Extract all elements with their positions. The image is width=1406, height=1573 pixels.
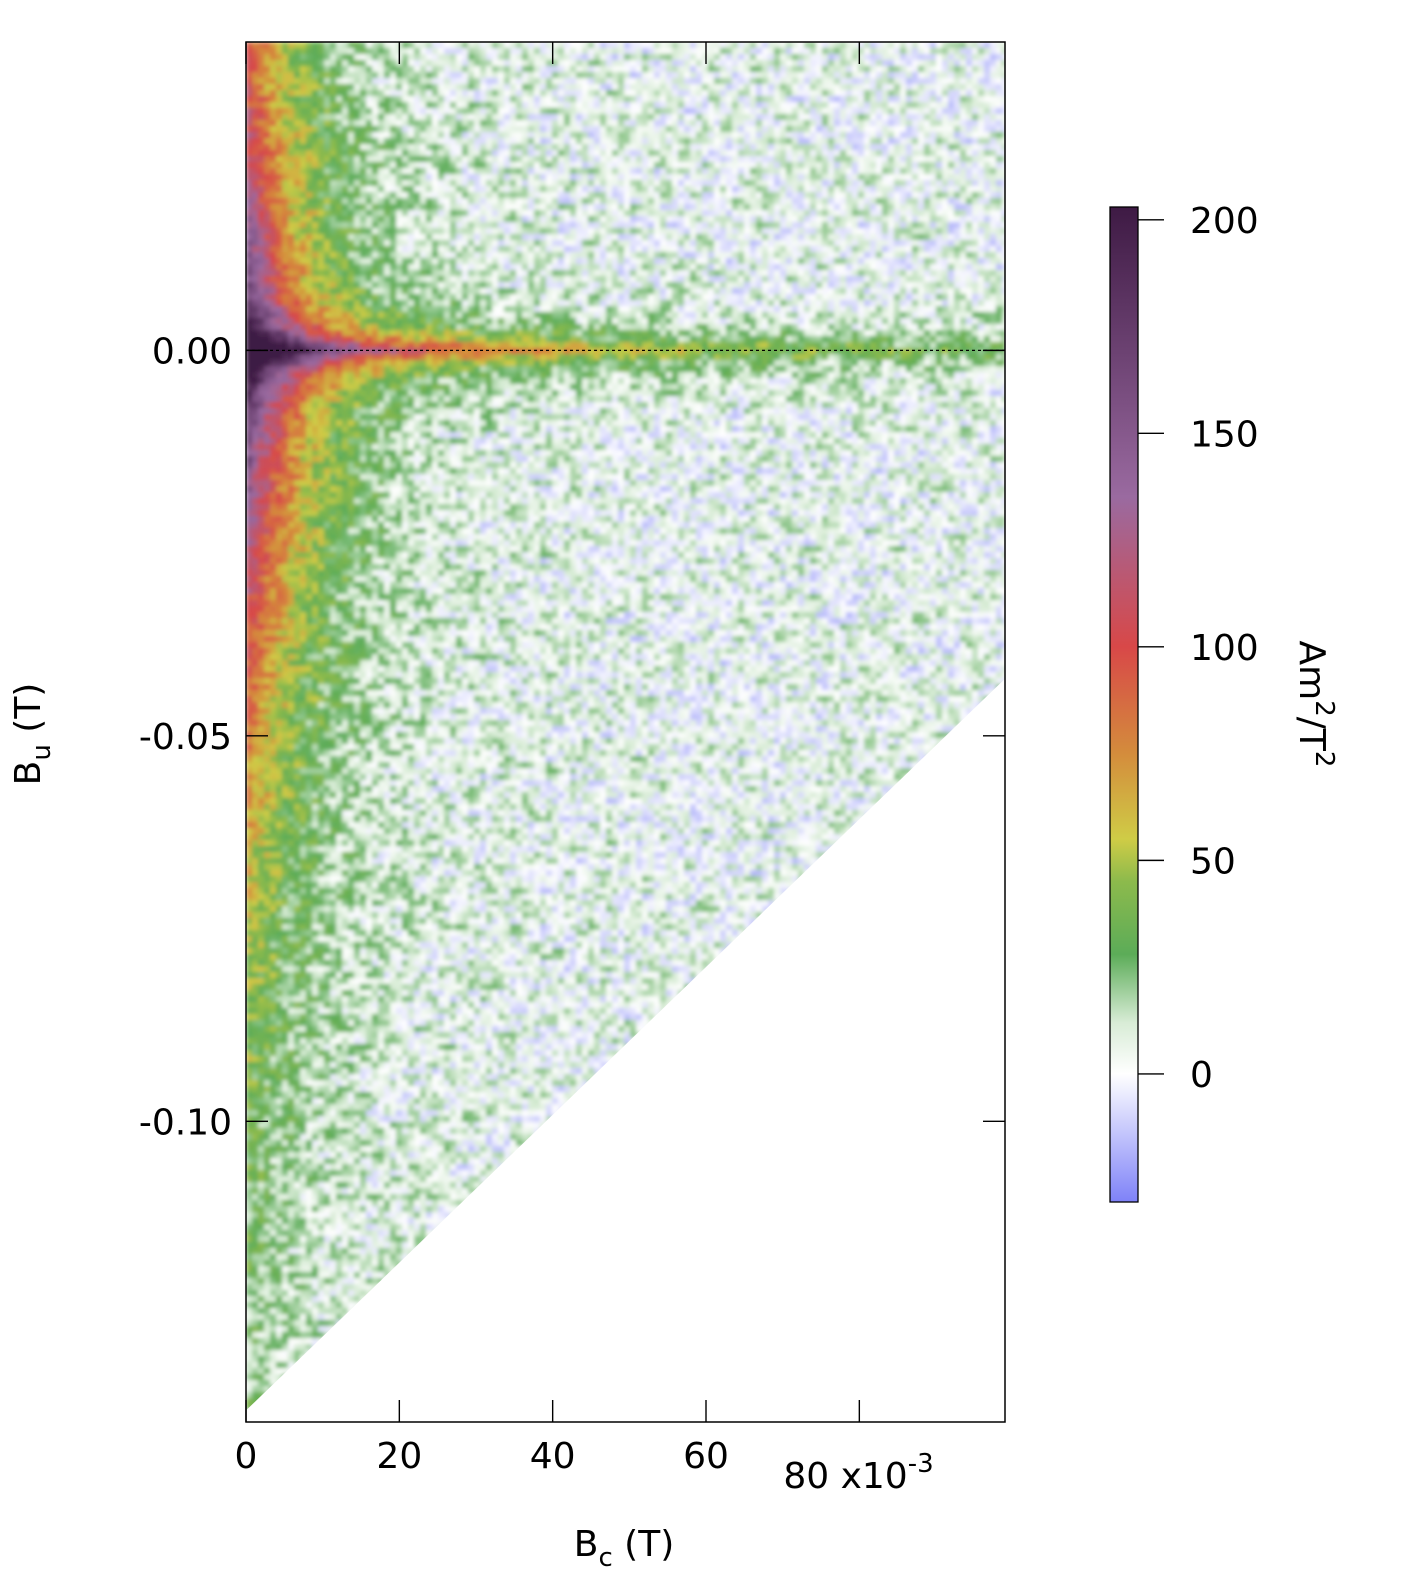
colorbar-tick-label: 200	[1190, 201, 1259, 242]
colorbar-tick-label: 150	[1190, 414, 1259, 455]
colorbar-tick-label: 50	[1190, 841, 1236, 882]
colorbar-title: Am2/T2	[1291, 641, 1339, 768]
y-tick-label: 0.00	[152, 331, 232, 372]
x-tick-label-80: 80 x10-3	[783, 1449, 933, 1497]
y-axis-title: Bu (T)	[8, 683, 57, 786]
y-axis: 0.00 -0.05 -0.10	[139, 331, 1005, 1143]
x-tick-label: 40	[530, 1436, 576, 1477]
colorbar	[1109, 206, 1139, 1203]
x-tick-label: 60	[683, 1436, 729, 1477]
y-tick-label: -0.05	[139, 717, 232, 758]
colorbar-axis: 0 50 100 150 200	[1138, 201, 1259, 1096]
plot-frame	[245, 41, 1006, 1423]
x-axis: 0 20 40 60	[235, 42, 861, 1477]
x-tick-label: 20	[376, 1436, 422, 1477]
colorbar-tick-label: 100	[1190, 628, 1259, 669]
x-tick-label: 0	[235, 1436, 258, 1477]
x-axis-title: Bc (T)	[574, 1524, 675, 1568]
y-tick-label: -0.10	[139, 1102, 232, 1143]
colorbar-tick-label: 0	[1190, 1055, 1213, 1096]
no-data-region	[246, 678, 1005, 1422]
